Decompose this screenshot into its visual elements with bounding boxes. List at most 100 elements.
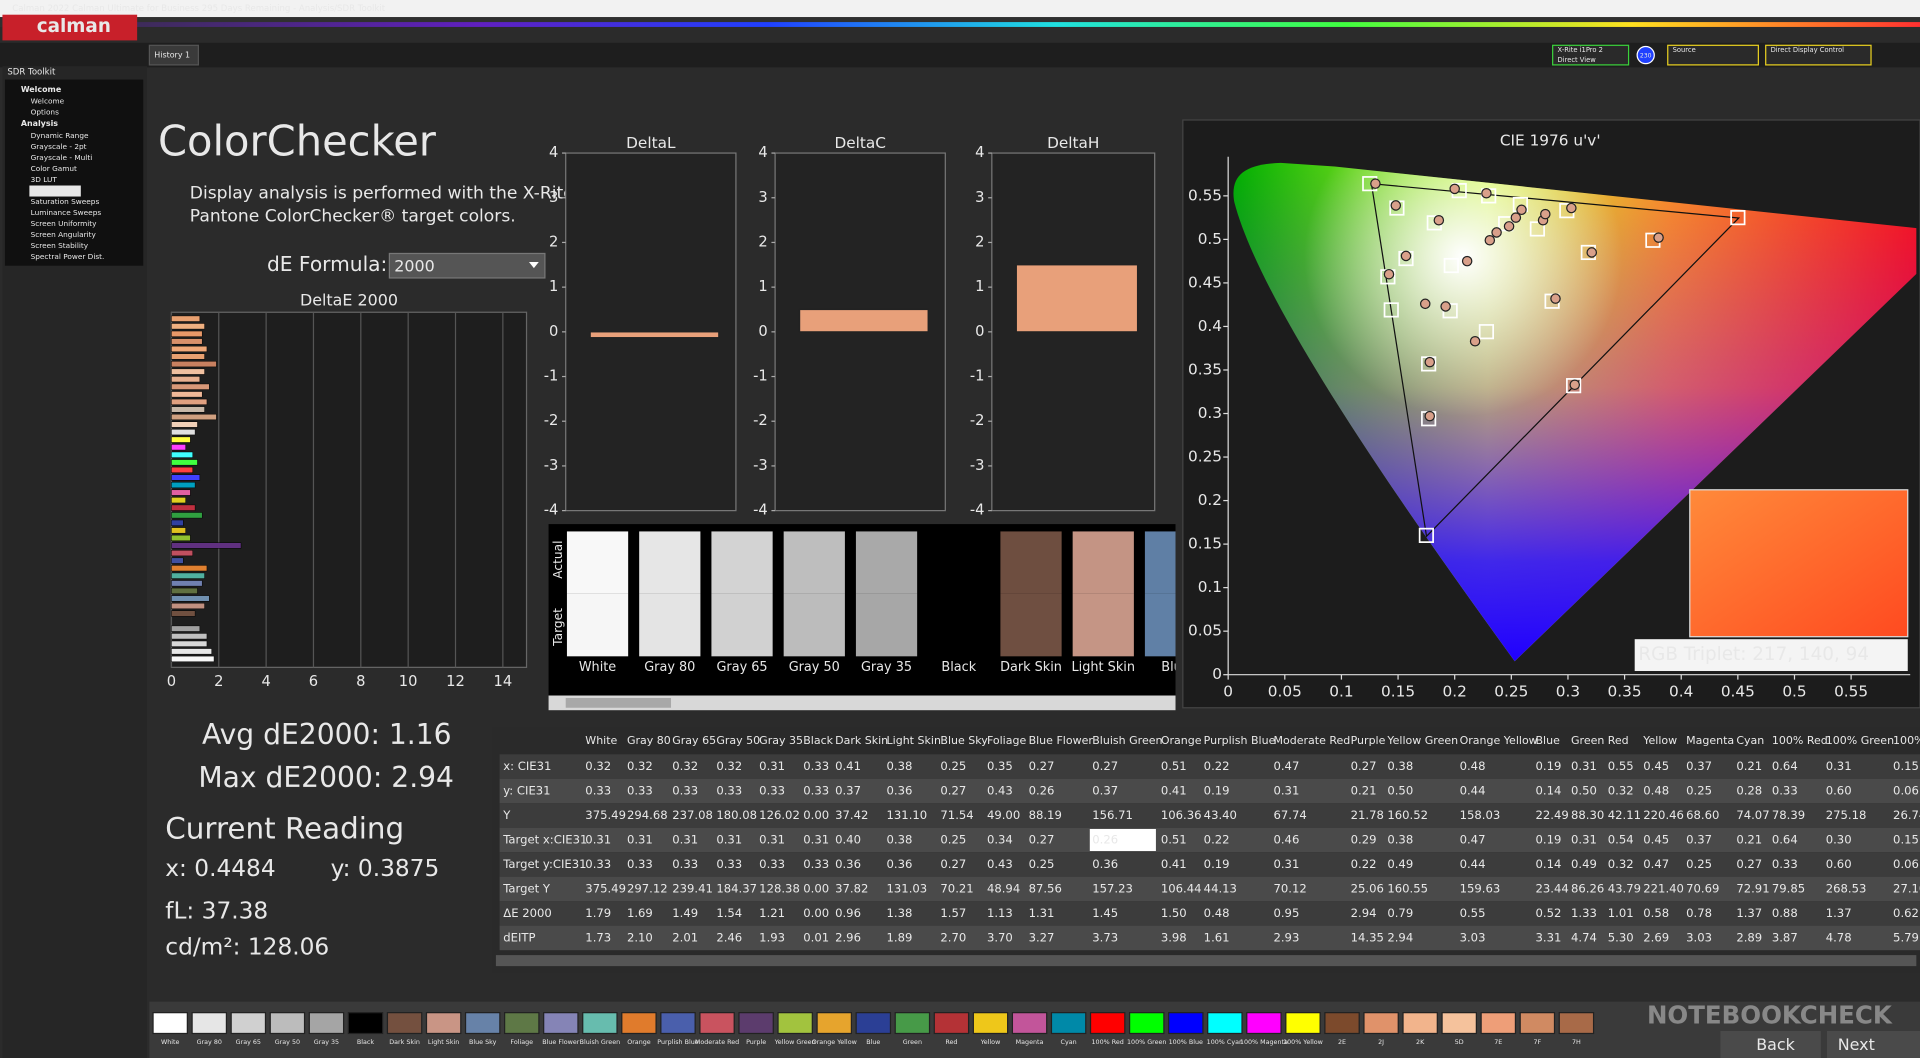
palette-chip[interactable] [191, 1012, 228, 1035]
display-select[interactable] [1765, 44, 1872, 66]
tree-item[interactable]: Grayscale - 2pt [31, 142, 87, 151]
palette-chip[interactable] [894, 1012, 931, 1035]
actual-swatch [855, 531, 918, 594]
palette-chip[interactable] [1168, 1012, 1204, 1035]
palette-chip[interactable] [1558, 1012, 1595, 1035]
table-cell: 0.58 [1643, 906, 1669, 920]
palette-chip[interactable] [1050, 1012, 1087, 1035]
table-cell: 2.94 [1387, 930, 1413, 944]
meter-select[interactable] [1552, 44, 1630, 66]
palette-chip[interactable] [543, 1012, 579, 1035]
table-cell: 0.26 [1029, 784, 1055, 798]
palette-chip[interactable] [972, 1012, 1009, 1035]
palette-chip[interactable] [855, 1012, 892, 1035]
bar [171, 353, 205, 360]
table-cell: 0.40 [835, 833, 861, 847]
palette-label: Gray 35 [314, 1039, 339, 1046]
tree-item[interactable]: Spectral Power Dist. [31, 252, 105, 261]
palette-chip[interactable] [308, 1012, 345, 1035]
palette-chip[interactable] [504, 1012, 540, 1035]
tree-item[interactable]: 3D LUT [31, 175, 58, 184]
source-select[interactable] [1667, 44, 1759, 66]
palette-chip[interactable] [1402, 1012, 1438, 1035]
palette-chip[interactable] [1363, 1012, 1399, 1035]
row-label: x: CIE31 [503, 759, 551, 773]
actual-point [1390, 200, 1402, 211]
table-scrollbar[interactable] [495, 955, 1917, 967]
y-tick-label: -3 [753, 457, 768, 474]
palette-chip[interactable] [1011, 1012, 1048, 1035]
logo-button[interactable] [2, 14, 138, 41]
palette-chip[interactable] [152, 1012, 188, 1035]
palette-chip[interactable] [386, 1012, 423, 1035]
gamut-triangle [1370, 182, 1741, 538]
tree-item[interactable]: Color Gamut [31, 164, 77, 173]
table-cell: 68.60 [1686, 808, 1719, 822]
table-cell: 0.00 [803, 808, 829, 822]
palette-chip[interactable] [425, 1012, 462, 1035]
tree-item[interactable]: Screen Angularity [31, 230, 97, 239]
palette-chip[interactable] [1519, 1012, 1556, 1035]
palette-chip[interactable] [777, 1012, 813, 1035]
palette-chip[interactable] [738, 1012, 774, 1035]
swatch-scrollbar[interactable] [548, 695, 1176, 711]
palette-chip[interactable] [464, 1012, 501, 1035]
tab[interactable] [148, 44, 199, 66]
actual-point [1503, 221, 1515, 232]
palette-chip[interactable] [660, 1012, 696, 1035]
table-cell: 0.31 [585, 833, 611, 847]
palette-chip[interactable] [699, 1012, 735, 1035]
palette-chip[interactable] [1285, 1012, 1321, 1035]
palette-chip[interactable] [347, 1012, 384, 1035]
tree-item[interactable]: Grayscale - Multi [31, 153, 93, 162]
tree-item[interactable]: Options [31, 108, 59, 117]
swatch-name: Gray 80 [644, 660, 695, 675]
tree-item[interactable]: Saturation Sweeps [31, 197, 100, 206]
tree-item[interactable]: Screen Stability [31, 241, 89, 250]
table-cell: 4.74 [1571, 930, 1597, 944]
swatch-name: Gray 65 [716, 660, 767, 675]
palette-chip[interactable] [1480, 1012, 1517, 1035]
table-cell: 0.21 [1736, 759, 1762, 773]
palette-label: Purple [746, 1039, 766, 1046]
back-button[interactable] [1720, 1031, 1821, 1058]
palette-chip[interactable] [1246, 1012, 1282, 1035]
actual-point [1449, 183, 1460, 195]
table-cell: 0.22 [1204, 833, 1230, 847]
palette-chip[interactable] [269, 1012, 306, 1035]
nav-button[interactable]: Back [1756, 1035, 1795, 1054]
palette-chip[interactable] [230, 1012, 267, 1035]
tree-item[interactable]: Welcome [31, 97, 65, 106]
max-de: Max dE2000: 2.94 [198, 761, 454, 794]
table-cell: 72.91 [1736, 881, 1769, 895]
table-cell: 0.22 [1204, 759, 1230, 773]
y-tick-label: 0.15 [1188, 535, 1222, 553]
table-cell: 0.31 [672, 833, 698, 847]
y-tick-label: 4 [975, 144, 984, 161]
table-cell: 157.23 [1092, 881, 1133, 895]
formula-dropdown[interactable] [388, 252, 546, 279]
actual-swatch [928, 531, 990, 594]
table-cell: 0.33 [1772, 784, 1798, 798]
reading-fl: fL: 37.38 [165, 898, 268, 925]
table-cell: 0.27 [1092, 759, 1118, 773]
swatch: Gray 80 [639, 531, 701, 675]
tree-item[interactable]: Dynamic Range [31, 131, 89, 140]
palette-chip[interactable] [1128, 1012, 1165, 1035]
scroll-thumb[interactable] [565, 697, 672, 708]
tree-item[interactable]: ColorChecker [31, 186, 81, 195]
next-button[interactable] [1826, 1031, 1920, 1058]
table-cell: 14.35 [1351, 930, 1384, 944]
palette-chip[interactable] [1441, 1012, 1477, 1035]
tree-item[interactable]: Luminance Sweeps [31, 208, 102, 217]
palette-chip[interactable] [1089, 1012, 1126, 1035]
palette-chip[interactable] [621, 1012, 657, 1035]
palette-chip[interactable] [816, 1012, 852, 1035]
palette-chip[interactable] [933, 1012, 970, 1035]
tree-item[interactable]: Screen Uniformity [31, 219, 98, 228]
palette-chip[interactable] [1324, 1012, 1360, 1035]
palette-chip[interactable] [582, 1012, 618, 1035]
table-cell: 126.02 [759, 808, 800, 822]
palette-chip[interactable] [1207, 1012, 1243, 1035]
nav-button[interactable]: Next [1838, 1035, 1875, 1054]
